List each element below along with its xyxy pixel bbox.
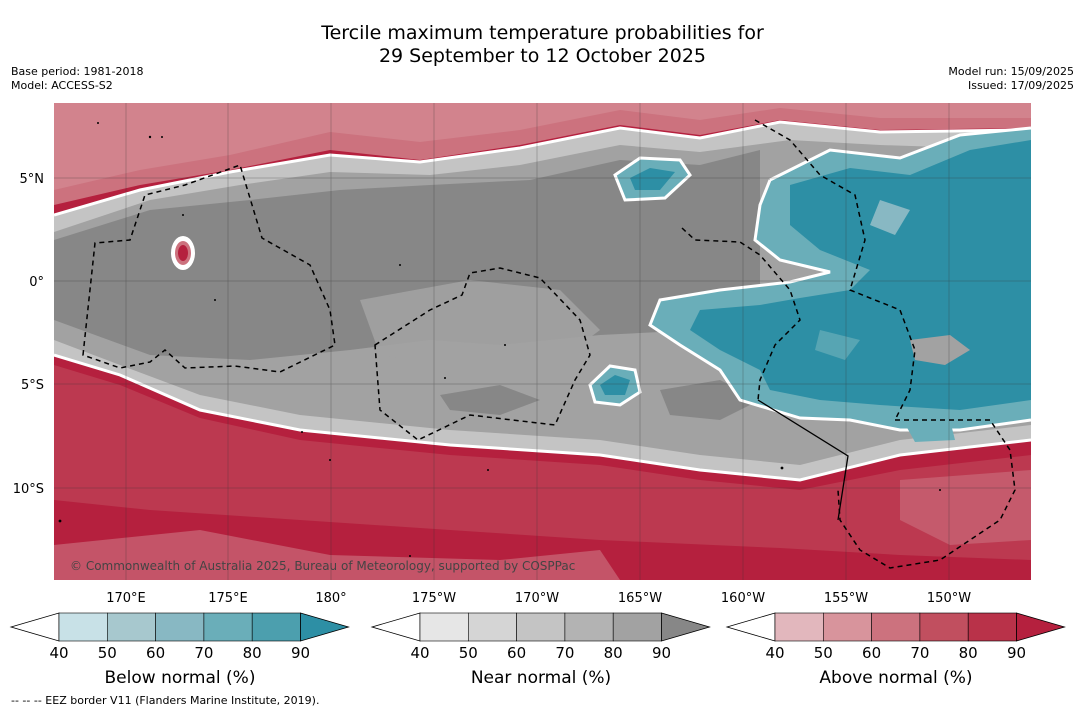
lon-label-165w: 165°W: [618, 591, 662, 606]
below-colorbar-segment: [251, 612, 301, 642]
model-run: Model run: 15/09/2025: [948, 65, 1074, 78]
near-colorbar-segment: [612, 612, 662, 642]
longitude-labels: 170°E 175°E 180° 175°W 170°W 165°W 160°W…: [106, 591, 971, 606]
near-colorbar-min-arrow: [370, 612, 421, 642]
below-colorbar-tick: 90: [291, 644, 310, 662]
lon-label-150w: 150°W: [927, 591, 971, 606]
above-colorbar-segment: [967, 612, 1017, 642]
lon-label-180: 180°: [315, 591, 346, 606]
above-colorbar-tick: 60: [862, 644, 881, 662]
probability-field: © Commonwealth of Australia 2025, Bureau…: [54, 103, 1031, 580]
near-colorbar-tick: 70: [555, 644, 574, 662]
eez-solid: [757, 399, 849, 521]
latitude-labels: 5°N 0° 5°S 10°S: [13, 172, 44, 497]
lon-label-160w: 160°W: [721, 591, 765, 606]
near-normal-core: [54, 150, 760, 360]
above-colorbar-segment: [919, 612, 969, 642]
eez-borders: [82, 119, 1016, 569]
base-period: Base period: 1981-2018: [11, 65, 144, 78]
near-colorbar-tick: 80: [604, 644, 623, 662]
lon-label-170w: 170°W: [515, 591, 559, 606]
above-colorbar-segment: [822, 612, 872, 642]
below-colorbar-tick: 40: [49, 644, 68, 662]
map-title: Tercile maximum temperature probabilitie…: [0, 22, 1085, 68]
above-colorbar-tick: 70: [910, 644, 929, 662]
above-colorbar-tick: 80: [959, 644, 978, 662]
near-colorbar-segment: [467, 612, 517, 642]
below-colorbar-segment: [203, 612, 253, 642]
near-colorbar-segment: [419, 612, 469, 642]
above-colorbar-segment: [774, 612, 824, 642]
above-colorbar-segment: [871, 612, 921, 642]
lon-label-175w: 175°W: [412, 591, 456, 606]
map-credit: © Commonwealth of Australia 2025, Bureau…: [70, 559, 575, 573]
lat-label-0: 0°: [29, 275, 44, 290]
below-colorbar-segment: [107, 612, 156, 642]
south-above-band: [54, 365, 1031, 560]
colorbar-near-label: Near normal (%): [470, 668, 612, 688]
below-colorbar-tick: 80: [243, 644, 262, 662]
lat-label-5s: 5°S: [21, 378, 44, 393]
above-colorbar-tick: 90: [1007, 644, 1026, 662]
below-colorbar-segment: [155, 612, 205, 642]
above-colorbar-tick: 50: [814, 644, 833, 662]
near-colorbar-max-arrow: [661, 612, 711, 642]
lat-label-10s: 10°S: [13, 482, 44, 497]
above-colorbar-min-arrow: [725, 612, 776, 642]
below-colorbar-segment: [58, 612, 108, 642]
lon-label-155w: 155°W: [824, 591, 868, 606]
eez-footnote: -- -- -- EEZ border V11 (Flanders Marine…: [11, 694, 320, 707]
lat-label-5n: 5°N: [20, 172, 45, 187]
islands: [58, 122, 941, 557]
below-colorbar-tick: 70: [194, 644, 213, 662]
meta-right: Model run: 15/09/2025 Issued: 17/09/2025: [948, 65, 1074, 93]
near-colorbar-tick: 50: [459, 644, 478, 662]
below-colorbar-max-arrow: [300, 612, 350, 642]
colorbar-above-normal: 40 50 60 70 80 90: [725, 612, 1066, 662]
colorbar-above-label: Above normal (%): [819, 668, 973, 688]
below-colorbar-min-arrow: [9, 612, 60, 642]
near-colorbar-tick: 60: [507, 644, 526, 662]
title-line-2: 29 September to 12 October 2025: [378, 45, 707, 67]
lon-label-170e: 170°E: [106, 591, 146, 606]
title-line-1: Tercile maximum temperature probabilitie…: [321, 22, 764, 44]
above-colorbar-tick: 40: [765, 644, 784, 662]
above-colorbar-max-arrow: [1016, 612, 1066, 642]
near-colorbar-segment: [564, 612, 614, 642]
meta-left: Base period: 1981-2018 Model: ACCESS-S2: [11, 65, 143, 93]
near-colorbar-tick: 90: [652, 644, 671, 662]
issued-date: Issued: 17/09/2025: [967, 79, 1074, 92]
near-colorbar-segment: [516, 612, 566, 642]
lon-label-175e: 175°E: [208, 591, 248, 606]
below-colorbar-tick: 60: [146, 644, 165, 662]
colorbar-near-normal: 40 50 60 70 80 90: [370, 612, 711, 662]
below-colorbar-tick: 50: [98, 644, 117, 662]
colorbar-below-normal: 40 50 60 70 80 90: [9, 612, 350, 662]
model-name: Model: ACCESS-S2: [11, 79, 113, 92]
colorbar-below-label: Below normal (%): [104, 668, 256, 688]
near-colorbar-tick: 40: [410, 644, 429, 662]
